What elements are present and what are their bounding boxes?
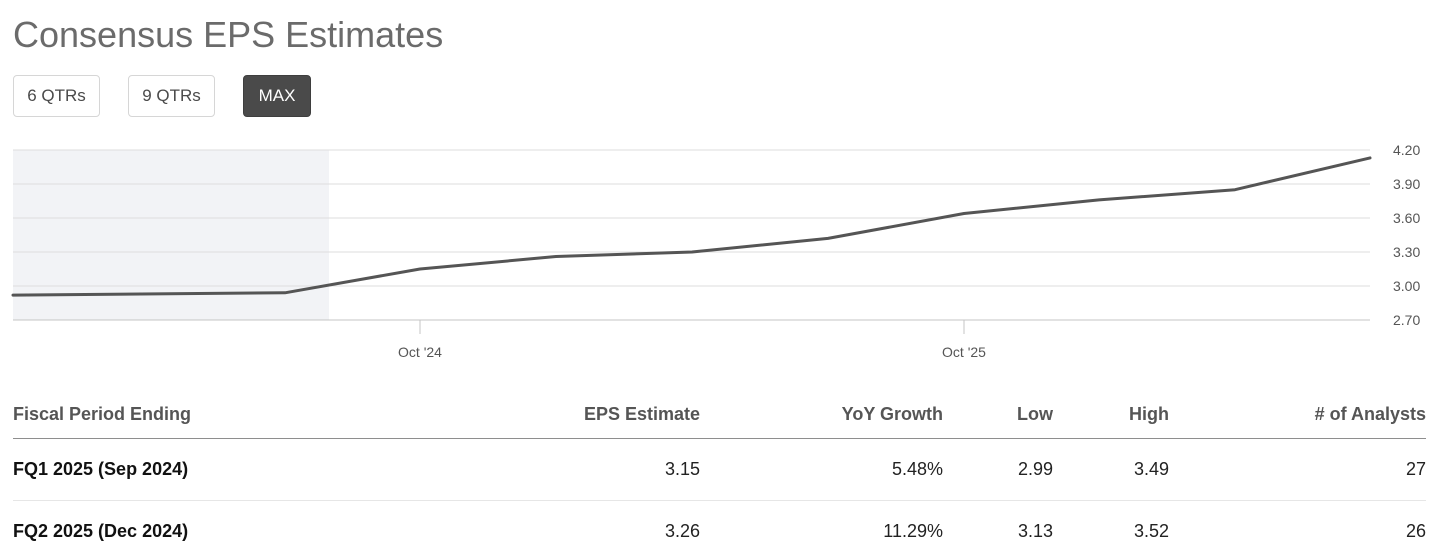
cell-fiscal-period: FQ1 2025 (Sep 2024) <box>13 438 313 501</box>
table-header-row: Fiscal Period Ending EPS Estimate YoY Gr… <box>13 390 1426 439</box>
eps-data-point <box>1097 198 1101 202</box>
eps-series-line <box>11 156 1372 297</box>
header-fiscal-period[interactable]: Fiscal Period Ending <box>13 390 313 439</box>
range-button-max[interactable]: MAX <box>243 75 311 117</box>
header-yoy-growth[interactable]: YoY Growth <box>700 390 943 439</box>
eps-line-chart[interactable]: 4.20 3.90 3.60 3.30 3.00 2.70 Oct '24 Oct '25 <box>0 140 1444 370</box>
x-tick-label: Oct '24 <box>398 344 442 360</box>
cell-high: 3.52 <box>1053 500 1169 555</box>
y-tick-label: 3.00 <box>1393 278 1420 294</box>
range-button-9-qtrs[interactable]: 9 QTRs <box>128 75 215 117</box>
header-low[interactable]: Low <box>943 390 1053 439</box>
eps-data-point <box>690 250 694 254</box>
eps-data-point <box>962 212 966 216</box>
eps-data-point <box>418 267 422 271</box>
header-high[interactable]: High <box>1053 390 1169 439</box>
table-row: FQ1 2025 (Sep 2024) 3.15 5.48% 2.99 3.49… <box>13 438 1426 501</box>
eps-chart-svg: 4.20 3.90 3.60 3.30 3.00 2.70 Oct '24 Oct '25 <box>11 142 1420 360</box>
cell-high: 3.49 <box>1053 438 1169 501</box>
eps-data-point <box>826 236 830 240</box>
y-tick-label: 3.30 <box>1393 244 1420 260</box>
cell-fiscal-period: FQ2 2025 (Dec 2024) <box>13 500 313 555</box>
cell-analysts: 26 <box>1169 500 1426 555</box>
cell-eps-estimate: 3.26 <box>313 500 700 555</box>
cell-yoy-growth: 5.48% <box>700 438 943 501</box>
eps-estimates-table: Fiscal Period Ending EPS Estimate YoY Gr… <box>13 390 1426 555</box>
cell-eps-estimate: 3.15 <box>313 438 700 501</box>
table-row: FQ2 2025 (Dec 2024) 3.26 11.29% 3.13 3.5… <box>13 500 1426 555</box>
cell-low: 3.13 <box>943 500 1053 555</box>
header-analysts[interactable]: # of Analysts <box>1169 390 1426 439</box>
eps-data-point <box>283 291 287 295</box>
y-tick-label: 3.60 <box>1393 210 1420 226</box>
eps-data-point <box>554 255 558 259</box>
eps-data-point <box>11 293 15 297</box>
range-button-6-qtrs[interactable]: 6 QTRs <box>13 75 100 117</box>
header-eps-estimate[interactable]: EPS Estimate <box>313 390 700 439</box>
cell-analysts: 27 <box>1169 438 1426 501</box>
cell-low: 2.99 <box>943 438 1053 501</box>
page-title: Consensus EPS Estimates <box>13 14 444 55</box>
y-tick-label: 3.90 <box>1393 176 1420 192</box>
x-tick-label: Oct '25 <box>942 344 986 360</box>
y-tick-label: 4.20 <box>1393 142 1420 158</box>
cell-yoy-growth: 11.29% <box>700 500 943 555</box>
eps-data-point <box>1368 156 1372 160</box>
y-tick-label: 2.70 <box>1393 312 1420 328</box>
eps-data-point <box>1233 188 1237 192</box>
